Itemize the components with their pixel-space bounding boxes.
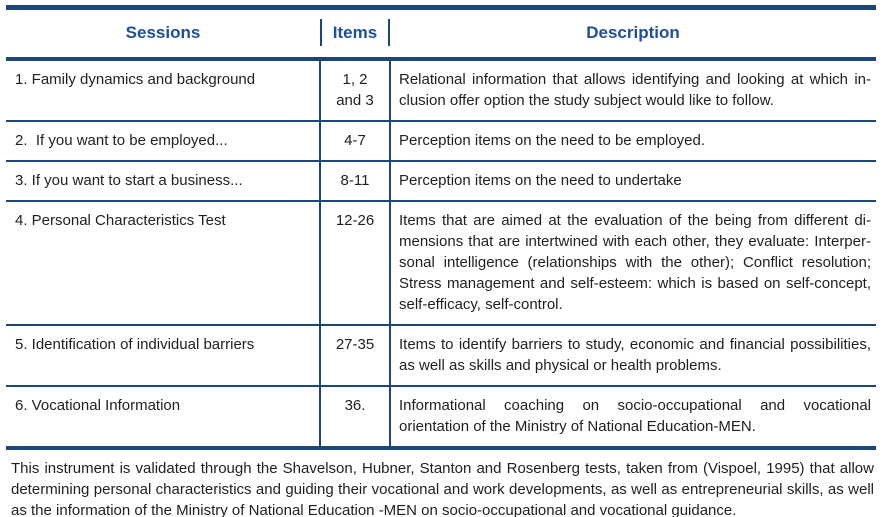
items-cell: 12-26 [319, 201, 391, 326]
items-cell: 36. [319, 386, 391, 450]
header-row: Sessions Items Description [6, 10, 876, 61]
table-row: 1. Family dynamics and background 1, 2 a… [6, 59, 876, 122]
column-header-sessions: Sessions [6, 10, 320, 61]
table-top-border [6, 5, 876, 10]
description-cell: Items that are aimed at the evaluation o… [390, 201, 876, 326]
column-header-description: Description [390, 10, 876, 61]
session-cell: 4. Personal Characteristics Test [6, 201, 320, 326]
description-cell: Perception items on the need to be emplo… [390, 121, 876, 162]
items-cell: 4-7 [319, 121, 391, 162]
table-row: 5. Identification of individual barriers… [6, 325, 876, 387]
session-cell: 1. Family dynamics and background [6, 59, 320, 122]
table-row: 3. If you want to start a business... 8-… [6, 161, 876, 202]
description-header-label: Description [586, 22, 680, 42]
description-cell: Relational information that allows ident… [390, 59, 876, 122]
session-cell: 2. If you want to be employed... [6, 121, 320, 162]
items-header-label: Items [332, 22, 378, 42]
description-cell: Informational coaching on socio-occupati… [390, 386, 876, 450]
table-row: 4. Personal Characteristics Test 12-26 I… [6, 201, 876, 326]
instrument-sessions-table: Sessions Items Description 1. Family dyn… [6, 10, 876, 450]
description-cell: Perception items on the need to undertak… [390, 161, 876, 202]
sessions-header-label: Sessions [125, 22, 201, 42]
table-row: 2. If you want to be employed... 4-7 Per… [6, 121, 876, 162]
items-cell: 8-11 [319, 161, 391, 202]
session-cell: 5. Identification of individual barriers [6, 325, 320, 387]
session-cell: 6. Vocational Information [6, 386, 320, 450]
description-cell: Items to identify barriers to study, eco… [390, 325, 876, 387]
items-cell: 1, 2 and 3 [319, 59, 391, 122]
table-header: Sessions Items Description [6, 10, 876, 61]
column-header-items: Items [320, 10, 390, 61]
table-footnote: This instrument is validated through the… [11, 460, 874, 517]
items-header-box: Items [320, 19, 390, 46]
items-cell: 27-35 [319, 325, 391, 387]
table-body: 1. Family dynamics and background 1, 2 a… [6, 59, 876, 450]
session-cell: 3. If you want to start a business... [6, 161, 320, 202]
table-row: 6. Vocational Information 36. Informatio… [6, 386, 876, 450]
